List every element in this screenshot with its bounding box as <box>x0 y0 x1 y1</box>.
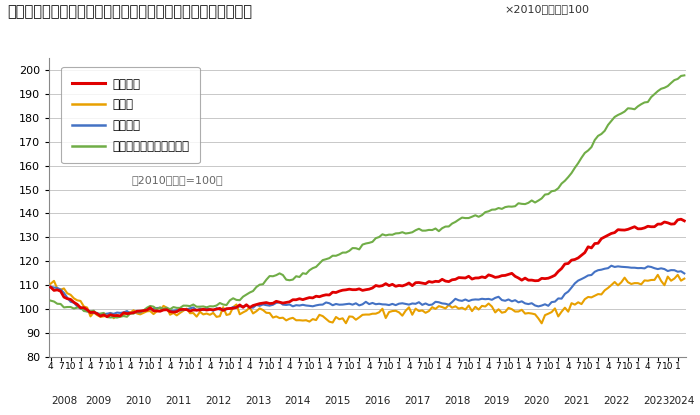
Text: 2014: 2014 <box>285 396 311 406</box>
Text: ×2010年平均＝100: ×2010年平均＝100 <box>504 4 589 14</box>
Text: 2009: 2009 <box>85 396 112 406</box>
Text: 2018: 2018 <box>444 396 470 406</box>
Text: 2020: 2020 <box>524 396 550 406</box>
Text: 2011: 2011 <box>165 396 192 406</box>
Text: 2008: 2008 <box>51 396 77 406</box>
Text: 2013: 2013 <box>245 396 271 406</box>
Text: 2019: 2019 <box>484 396 510 406</box>
Text: 2016: 2016 <box>364 396 391 406</box>
Text: 2022: 2022 <box>603 396 629 406</box>
Text: 2017: 2017 <box>404 396 430 406</box>
Text: 2015: 2015 <box>325 396 351 406</box>
Text: ＜不動産価格指数（住宅）（令和６年３月分・季節調整値）＞: ＜不動産価格指数（住宅）（令和６年３月分・季節調整値）＞ <box>7 4 252 19</box>
Legend: 住宅総合, 住宅地, 戸建住宅, マンション（区分所有）: 住宅総合, 住宅地, 戸建住宅, マンション（区分所有） <box>62 67 199 163</box>
Text: 2021: 2021 <box>564 396 589 406</box>
Text: 2024: 2024 <box>668 396 694 406</box>
Text: 2023: 2023 <box>643 396 669 406</box>
Text: 2010: 2010 <box>125 396 152 406</box>
Text: （2010年平均=100）: （2010年平均=100） <box>132 175 223 185</box>
Text: 2012: 2012 <box>205 396 232 406</box>
